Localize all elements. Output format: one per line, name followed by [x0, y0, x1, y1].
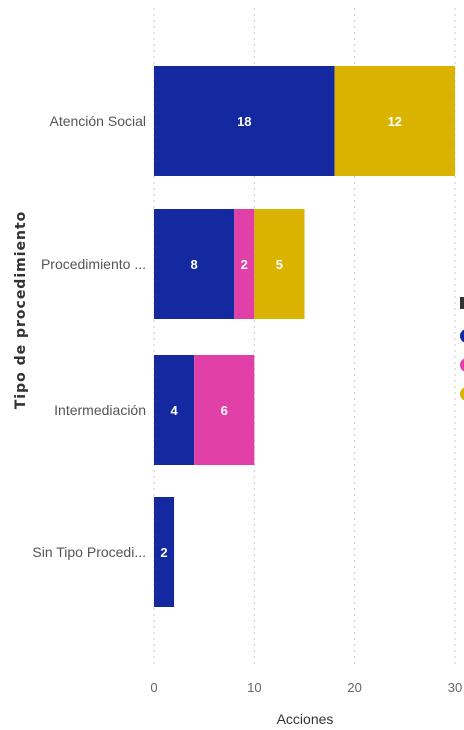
legend-title-fragment [460, 297, 464, 309]
data-label: 12 [388, 114, 402, 129]
bar-segment[interactable] [154, 66, 335, 176]
data-label: 5 [276, 257, 283, 272]
x-tick-labels: 0 10 20 30 [150, 680, 462, 695]
bar-segment[interactable] [254, 209, 305, 319]
category-label: Procedimiento ... [41, 256, 146, 272]
legend-marker[interactable] [460, 387, 464, 401]
x-tick-label: 10 [247, 680, 261, 695]
category-label: Sin Tipo Procedi... [32, 544, 146, 560]
bar-segment[interactable] [334, 66, 455, 176]
x-tick-label: 30 [448, 680, 462, 695]
bar-segment[interactable] [154, 209, 235, 319]
legend-marker[interactable] [460, 358, 464, 372]
data-label: 18 [237, 114, 251, 129]
legend-markers [460, 297, 464, 401]
bar-segment[interactable] [154, 355, 195, 465]
data-label: 8 [191, 257, 198, 272]
category-label: Atención Social [49, 113, 146, 129]
bar-segment[interactable] [154, 497, 175, 607]
data-label: 2 [241, 257, 248, 272]
data-label: 4 [170, 403, 178, 418]
y-axis-title: Tipo de procedimiento [13, 211, 29, 410]
x-tick-label: 0 [150, 680, 157, 695]
data-label: 2 [160, 545, 167, 560]
x-tick-label: 20 [347, 680, 361, 695]
legend-marker[interactable] [460, 329, 464, 343]
bar-segment[interactable] [194, 355, 255, 465]
data-label: 6 [221, 403, 228, 418]
category-label: Intermediación [54, 402, 146, 418]
category-labels: Atención Social Procedimiento ... Intermed… [32, 113, 146, 560]
bar-segment[interactable] [234, 209, 255, 319]
bars: 18 12 8 2 5 4 6 2 [154, 66, 455, 607]
x-axis-title: Acciones [277, 711, 334, 727]
